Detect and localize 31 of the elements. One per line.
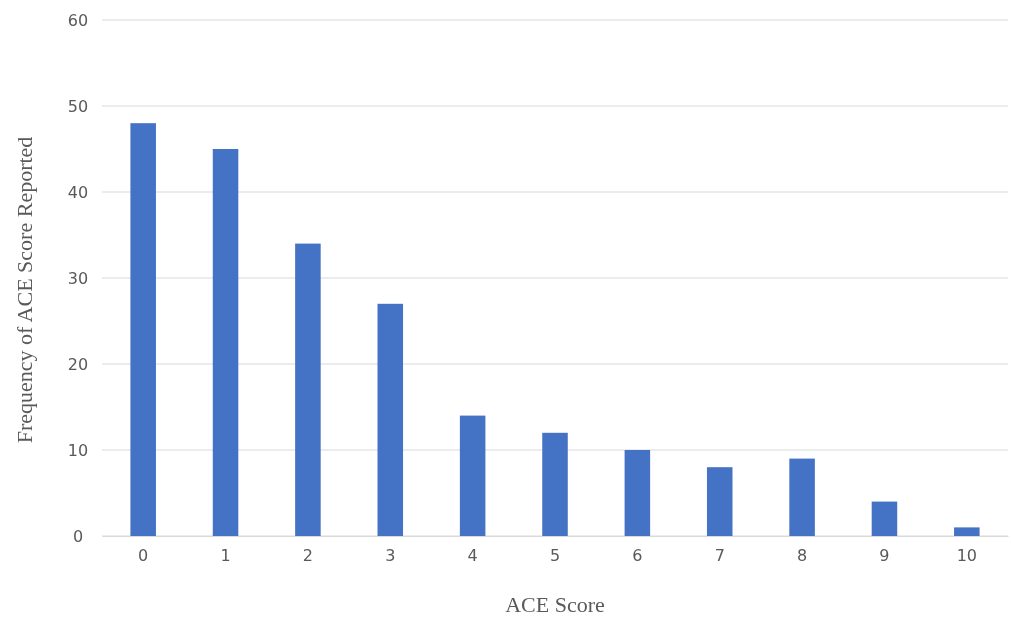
x-tick-label: 9 [879, 546, 890, 566]
bar [377, 303, 404, 536]
x-tick-label: 1 [220, 546, 231, 566]
x-tick-label: 2 [302, 546, 313, 566]
y-tick-label: 0 [72, 526, 84, 546]
x-tick-label: 7 [714, 546, 725, 566]
x-tick-label: 8 [797, 546, 808, 566]
y-tick-label: 40 [67, 182, 89, 202]
y-tick-label: 60 [67, 10, 89, 30]
x-tick-label: 5 [549, 546, 561, 566]
bar [954, 527, 980, 536]
x-tick-label: 0 [138, 546, 149, 566]
bar [130, 123, 156, 536]
x-tick-label: 4 [467, 546, 478, 566]
x-axis-title: ACE Score [505, 592, 605, 617]
bar [295, 243, 321, 536]
y-tick-label: 30 [67, 268, 89, 288]
bar [706, 467, 733, 536]
bar [212, 149, 239, 536]
bar [459, 415, 486, 536]
y-tick-label: 50 [67, 96, 89, 116]
bar [624, 450, 651, 536]
bar [871, 501, 898, 536]
y-tick-label: 20 [67, 354, 89, 374]
bar [789, 458, 815, 536]
y-axis-title: Frequency of ACE Score Reported [12, 136, 37, 444]
x-tick-label: 6 [632, 546, 643, 566]
y-tick-label: 10 [67, 440, 89, 460]
bar [542, 432, 568, 536]
x-tick-label: 10 [956, 546, 977, 566]
x-tick-label: 3 [385, 546, 396, 566]
